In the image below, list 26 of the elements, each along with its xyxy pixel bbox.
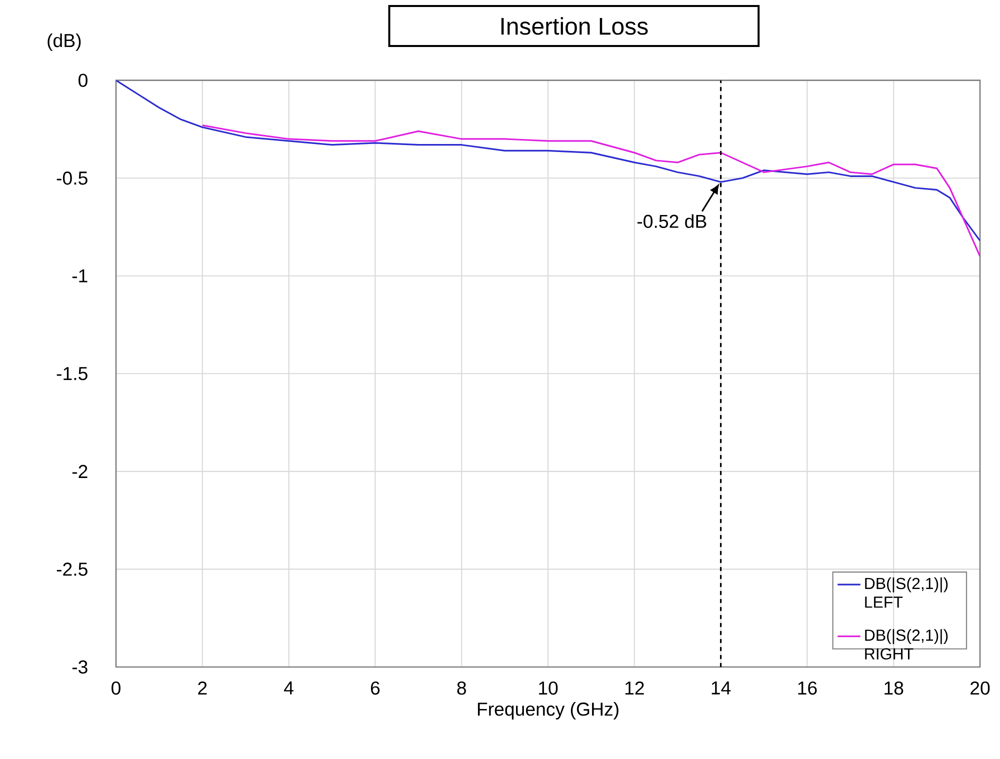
y-tick-label: -1.5	[56, 367, 88, 380]
x-tick-label: 16	[798, 681, 817, 695]
legend-label: DB(|S(2,1)|) LEFT	[865, 577, 948, 608]
x-tick-label: 6	[370, 681, 380, 695]
y-tick-label: -2.5	[56, 562, 88, 576]
y-tick-label: 0	[78, 74, 88, 87]
x-tick-label: 12	[625, 681, 644, 695]
x-axis-title: Frequency (GHz)	[478, 702, 618, 720]
y-tick-label: -1	[72, 269, 88, 282]
legend-label: DB(|S(2,1)|) RIGHT	[865, 629, 948, 660]
y-tick-label: -0.5	[56, 171, 88, 185]
x-tick-label: 14	[712, 681, 731, 694]
x-tick-label: 10	[539, 681, 558, 695]
line-series	[116, 80, 980, 242]
x-tick-label: 4	[284, 681, 294, 694]
y-tick-label: -2	[72, 464, 88, 478]
y-axis-title: (dB)	[48, 33, 81, 51]
x-tick-label: 0	[112, 681, 120, 695]
y-tick-label: -3	[72, 660, 88, 674]
x-tick-label: 2	[198, 681, 207, 695]
line-series	[202, 124, 980, 258]
x-tick-label: 8	[457, 681, 466, 695]
x-tick-label: 20	[970, 681, 990, 695]
x-tick-label: 18	[884, 681, 904, 695]
annotation: -0.52 dB	[637, 214, 706, 228]
chart-title: Insertion Loss	[501, 17, 648, 35]
